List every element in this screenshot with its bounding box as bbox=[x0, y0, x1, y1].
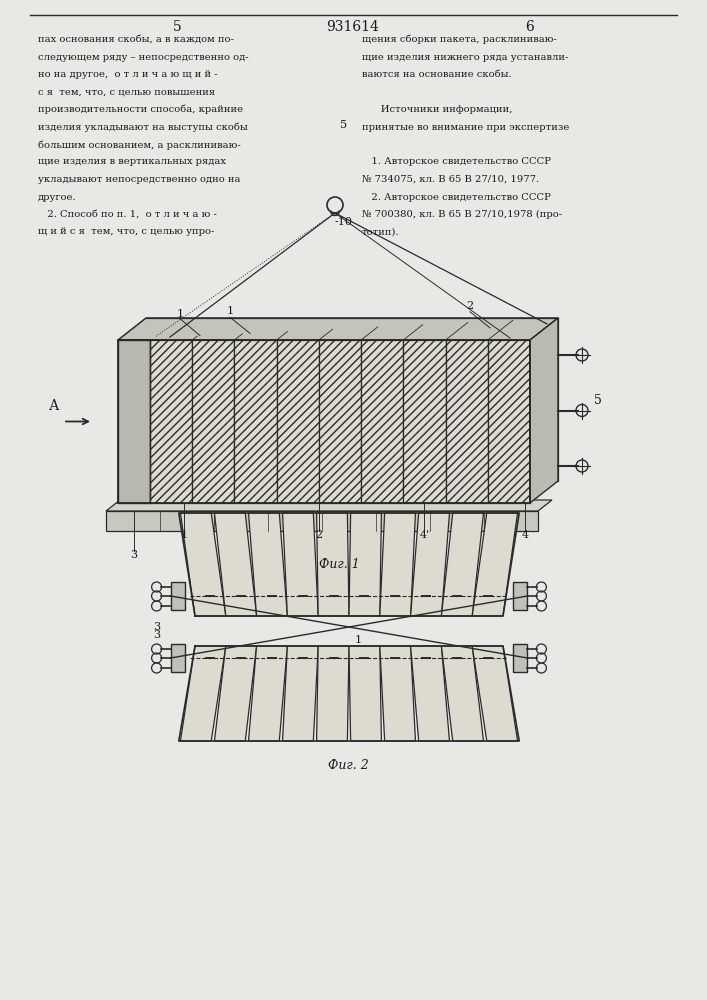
Text: пах основания скобы, а в каждом по-: пах основания скобы, а в каждом по- bbox=[38, 35, 234, 44]
Polygon shape bbox=[235, 340, 276, 503]
Polygon shape bbox=[349, 646, 381, 741]
Polygon shape bbox=[513, 644, 527, 672]
Text: 2. Способ по п. 1,  о т л и ч а ю -: 2. Способ по п. 1, о т л и ч а ю - bbox=[38, 210, 217, 219]
Text: но на другое,  о т л и ч а ю щ и й -: но на другое, о т л и ч а ю щ и й - bbox=[38, 70, 218, 79]
Polygon shape bbox=[441, 646, 484, 741]
Text: тотип).: тотип). bbox=[362, 228, 399, 236]
Polygon shape bbox=[441, 513, 484, 616]
Polygon shape bbox=[317, 513, 349, 616]
Polygon shape bbox=[248, 513, 288, 616]
Polygon shape bbox=[180, 646, 226, 741]
Text: 4: 4 bbox=[522, 530, 529, 540]
Text: 1. Авторское свидетельство СССР: 1. Авторское свидетельство СССР bbox=[362, 157, 551, 166]
Text: 931614: 931614 bbox=[327, 20, 380, 34]
Text: Фиг. 1: Фиг. 1 bbox=[319, 558, 359, 571]
Text: 1: 1 bbox=[177, 309, 184, 319]
Polygon shape bbox=[317, 646, 349, 741]
Polygon shape bbox=[349, 513, 381, 616]
Polygon shape bbox=[214, 646, 257, 741]
Text: щения сборки пакета, расклиниваю-: щения сборки пакета, расклиниваю- bbox=[362, 35, 557, 44]
Polygon shape bbox=[513, 582, 527, 610]
Polygon shape bbox=[118, 340, 150, 503]
Text: 3: 3 bbox=[153, 630, 160, 640]
Text: 3: 3 bbox=[130, 550, 138, 560]
Polygon shape bbox=[530, 318, 558, 503]
Text: 5: 5 bbox=[594, 394, 602, 407]
Text: 1: 1 bbox=[180, 530, 187, 540]
Polygon shape bbox=[192, 340, 235, 503]
Text: -10: -10 bbox=[335, 217, 353, 227]
Text: № 734075, кл. В 65 В 27/10, 1977.: № 734075, кл. В 65 В 27/10, 1977. bbox=[362, 175, 539, 184]
Polygon shape bbox=[214, 513, 257, 616]
Text: большим основанием, а расклиниваю-: большим основанием, а расклиниваю- bbox=[38, 140, 241, 149]
Text: 4': 4' bbox=[419, 530, 430, 540]
Polygon shape bbox=[106, 511, 538, 531]
Text: с я  тем, что, с целью повышения: с я тем, что, с целью повышения bbox=[38, 88, 215, 97]
Polygon shape bbox=[361, 340, 403, 503]
Polygon shape bbox=[180, 513, 226, 616]
Text: следующем ряду – непосредственно од-: следующем ряду – непосредственно од- bbox=[38, 52, 249, 62]
Text: А: А bbox=[49, 399, 59, 414]
Polygon shape bbox=[106, 500, 552, 511]
Polygon shape bbox=[170, 582, 185, 610]
Text: ваются на основание скобы.: ваются на основание скобы. bbox=[362, 70, 512, 79]
Polygon shape bbox=[380, 646, 416, 741]
Polygon shape bbox=[488, 340, 530, 503]
Text: 5: 5 bbox=[173, 20, 182, 34]
Text: щие изделия нижнего ряда устанавли-: щие изделия нижнего ряда устанавли- bbox=[362, 52, 568, 62]
Text: 3: 3 bbox=[153, 622, 160, 632]
Polygon shape bbox=[283, 646, 318, 741]
Polygon shape bbox=[411, 513, 450, 616]
Text: щие изделия в вертикальных рядах: щие изделия в вертикальных рядах bbox=[38, 157, 226, 166]
Text: Источники информации,: Источники информации, bbox=[362, 105, 513, 114]
Polygon shape bbox=[411, 646, 450, 741]
Polygon shape bbox=[248, 646, 288, 741]
Polygon shape bbox=[472, 513, 518, 616]
Text: изделия укладывают на выступы скобы: изделия укладывают на выступы скобы bbox=[38, 122, 247, 132]
Text: 6: 6 bbox=[525, 20, 534, 34]
Polygon shape bbox=[118, 318, 558, 340]
Polygon shape bbox=[380, 513, 416, 616]
Polygon shape bbox=[170, 644, 185, 672]
Polygon shape bbox=[276, 340, 319, 503]
Polygon shape bbox=[150, 340, 192, 503]
Polygon shape bbox=[283, 513, 318, 616]
Text: производительности способа, крайние: производительности способа, крайние bbox=[38, 105, 243, 114]
Text: другое.: другое. bbox=[38, 192, 76, 202]
Text: принятые во внимание при экспертизе: принятые во внимание при экспертизе bbox=[362, 122, 569, 131]
Text: 5: 5 bbox=[341, 120, 348, 130]
Text: щ и й с я  тем, что, с целью упро-: щ и й с я тем, что, с целью упро- bbox=[38, 228, 214, 236]
Text: № 700380, кл. В 65 В 27/10,1978 (про-: № 700380, кл. В 65 В 27/10,1978 (про- bbox=[362, 210, 562, 219]
Polygon shape bbox=[319, 340, 361, 503]
Polygon shape bbox=[472, 646, 518, 741]
Polygon shape bbox=[403, 340, 445, 503]
Text: 2. Авторское свидетельство СССР: 2. Авторское свидетельство СССР bbox=[362, 192, 551, 202]
Text: 1: 1 bbox=[354, 635, 361, 645]
Text: укладывают непосредственно одно на: укладывают непосредственно одно на bbox=[38, 175, 240, 184]
Text: 1: 1 bbox=[226, 306, 233, 316]
Text: 2: 2 bbox=[315, 530, 322, 540]
Polygon shape bbox=[445, 340, 488, 503]
Text: Фиг. 2: Фиг. 2 bbox=[327, 759, 368, 772]
Text: 2: 2 bbox=[467, 301, 474, 311]
